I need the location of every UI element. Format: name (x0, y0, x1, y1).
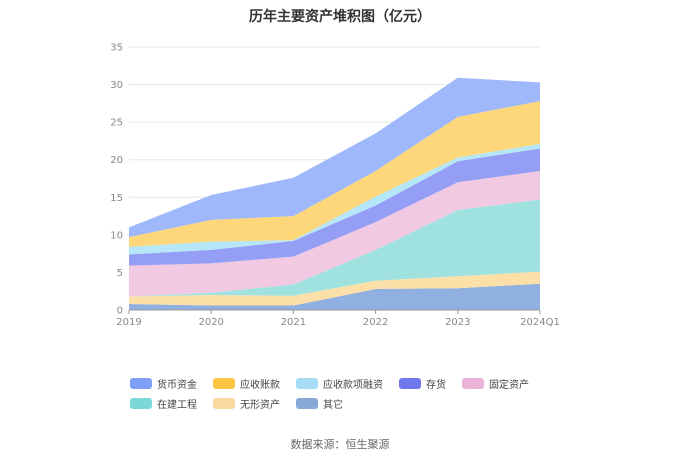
legend-item[interactable]: 货币资金 (130, 376, 197, 391)
legend-swatch (296, 397, 318, 409)
legend-label: 应收款项融资 (323, 379, 383, 391)
x-tick-label: 2022 (363, 317, 388, 328)
x-tick-label: 2019 (116, 317, 141, 328)
legend-swatch (130, 397, 152, 409)
legend-label: 存货 (426, 379, 446, 391)
y-tick-label: 15 (110, 193, 123, 204)
area-series-7 (129, 101, 540, 247)
area-series-3 (129, 199, 540, 297)
area-series-4 (129, 170, 540, 297)
legend-item[interactable]: 无形资产 (213, 396, 280, 411)
y-tick-label: 5 (117, 268, 123, 279)
y-tick-label: 0 (117, 306, 123, 317)
legend-swatch (296, 377, 318, 389)
y-tick-label: 35 (110, 43, 123, 54)
legend-swatch (462, 377, 484, 389)
area-series-8 (129, 77, 540, 238)
legend-label: 其它 (323, 399, 343, 411)
area-series-6 (129, 143, 540, 255)
data-source: 数据来源：恒生聚源 (290, 438, 390, 451)
area-series (129, 77, 540, 310)
x-tick-label: 2020 (198, 317, 223, 328)
chart-title: 历年主要资产堆积图（亿元） (249, 9, 431, 25)
legend-item[interactable]: 应收款项融资 (296, 376, 383, 391)
legend-item[interactable]: 存货 (399, 376, 446, 391)
legend-label: 货币资金 (157, 379, 197, 391)
legend-item[interactable]: 固定资产 (462, 376, 529, 391)
area-series-2 (129, 271, 540, 306)
legend-label: 固定资产 (489, 379, 529, 391)
legend-item[interactable]: 应收账款 (213, 376, 280, 391)
y-tick-label: 10 (110, 230, 123, 241)
legend-label: 在建工程 (157, 399, 197, 411)
y-tick-label: 25 (110, 118, 123, 129)
x-tick-label: 2024Q1 (520, 317, 560, 328)
area-series-1 (129, 283, 540, 310)
x-tick-label: 2021 (281, 317, 306, 328)
legend-swatch (130, 377, 152, 389)
legend-swatch (399, 377, 421, 389)
legend-swatch (213, 377, 235, 389)
legend-label: 应收账款 (240, 379, 280, 391)
y-tick-label: 20 (110, 155, 123, 166)
legend-swatch (213, 397, 235, 409)
x-tick-label: 2023 (445, 317, 470, 328)
y-tick-label: 30 (110, 80, 123, 91)
area-series-5 (129, 148, 540, 266)
legend-label: 无形资产 (240, 399, 280, 411)
legend-item[interactable]: 其它 (296, 396, 343, 411)
axes: 0 5 10 15 20 25 30 35 2019 2020 2021 2022 2023 2024Q1 (110, 43, 560, 329)
legend-item[interactable]: 在建工程 (130, 396, 197, 411)
legend: 货币资金 应收账款 应收款项融资 存货 固定资产在建工程 无形资产 其它 (130, 376, 570, 411)
